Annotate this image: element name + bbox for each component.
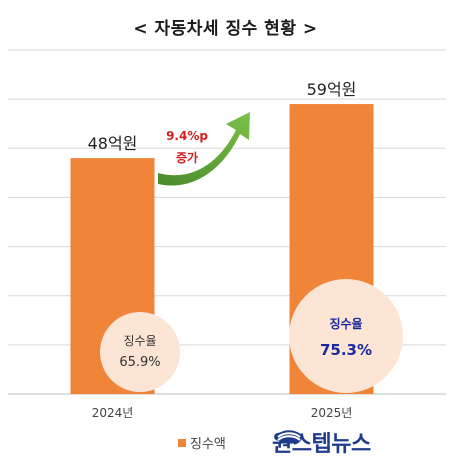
chart-title: < 자동차세 징수 현황 >: [133, 19, 318, 39]
collection-rate-circle-2025: [289, 279, 403, 393]
growth-annotation-line1: 9.4%p: [166, 129, 208, 143]
collection-rate-label-2024: 징수율: [123, 334, 156, 348]
collection-rate-value-2025: 75.3%: [320, 341, 372, 359]
collection-rate-circle-2024: [100, 312, 180, 392]
watermark: 원스텝뉴스: [272, 426, 371, 458]
bar-value-label: 59억원: [307, 80, 357, 99]
legend: 징수액: [178, 433, 226, 452]
growth-annotation-line2: 증가: [176, 150, 198, 165]
x-tick-label: 2025년: [311, 406, 353, 420]
news-logo-icon: [274, 430, 304, 444]
legend-swatch: [178, 438, 186, 447]
bar-value-label: 48억원: [88, 134, 138, 153]
collection-rate-label-2025: 징수율: [329, 316, 362, 331]
collection-rate-value-2024: 65.9%: [119, 355, 160, 370]
x-tick-label: 2024년: [92, 406, 134, 420]
legend-label: 징수액: [190, 437, 226, 452]
growth-arrow-icon: [158, 112, 250, 186]
